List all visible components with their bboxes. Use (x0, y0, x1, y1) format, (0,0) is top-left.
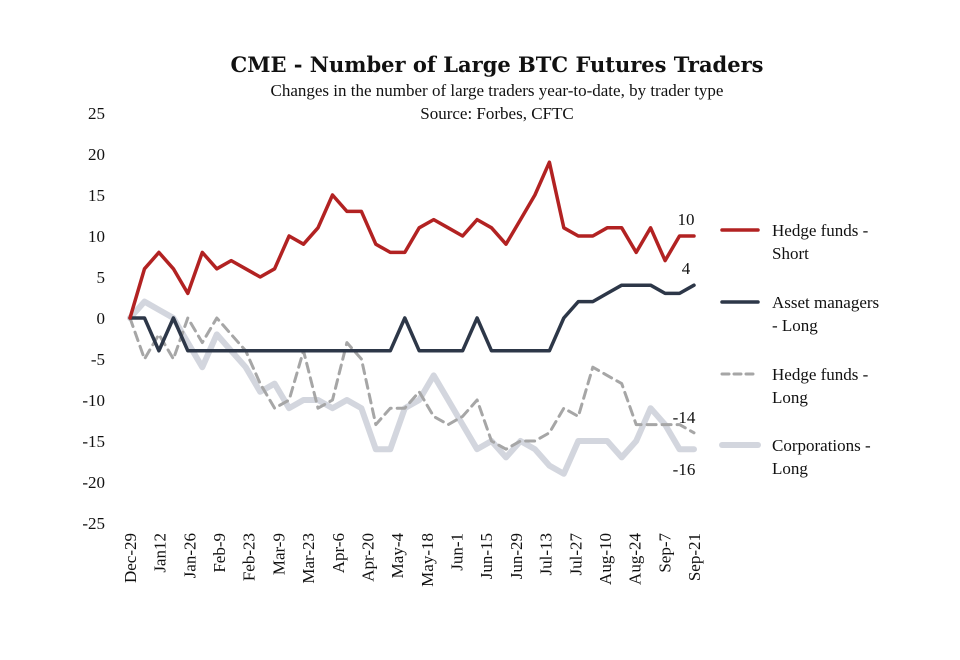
x-tick-label: Dec-29 (121, 533, 140, 583)
chart-source: Source: Forbes, CFTC (420, 104, 573, 123)
x-tick-label: Apr-6 (329, 533, 348, 573)
x-tick-label: Mar-23 (299, 533, 318, 584)
y-tick-label: 10 (88, 227, 105, 246)
x-tick-label: Mar-9 (269, 533, 288, 575)
x-tick-label: Sep-21 (685, 533, 704, 581)
series-line (128, 160, 696, 320)
y-tick-label: -15 (82, 432, 105, 451)
x-tick-label: Jun-15 (477, 533, 496, 579)
end-data-label: -14 (673, 408, 696, 427)
y-tick-label: -10 (82, 391, 105, 410)
x-tick-label: Aug-10 (596, 533, 615, 585)
x-tick-label: Jul-27 (566, 533, 585, 576)
x-axis: Dec-29 Jan12 Jan-26 Feb-9 Feb-23 Mar-9 Mar-23 A… (121, 533, 704, 587)
x-tick-label: Jan12 (151, 533, 170, 573)
plot-area: 10 4 -14 -16 (127, 160, 697, 479)
y-tick-label: -25 (82, 514, 105, 533)
x-tick-label: Aug-24 (626, 533, 645, 585)
y-tick-label: -20 (82, 473, 105, 492)
x-tick-label: Jul-13 (537, 533, 556, 576)
legend-label: Long (772, 459, 808, 478)
series-line (128, 316, 696, 451)
y-tick-label: -5 (91, 350, 105, 369)
x-tick-label: Jun-29 (507, 533, 526, 579)
x-tick-label: Jun-1 (448, 533, 467, 571)
series-line (127, 298, 697, 477)
x-tick-label: Feb-23 (240, 533, 259, 581)
end-data-label: 10 (678, 210, 695, 229)
legend-label: Short (772, 244, 809, 263)
legend-label: Hedge funds - (772, 221, 869, 240)
x-tick-label: May-4 (388, 533, 407, 579)
legend: Hedge funds - Short Asset managers - Long He… (719, 221, 879, 478)
y-tick-label: 0 (97, 309, 106, 328)
chart-subtitle: Changes in the number of large traders y… (271, 81, 724, 100)
x-tick-label: May-18 (418, 533, 437, 587)
series-line (128, 283, 696, 353)
y-axis: 25 20 15 10 5 0 -5 -10 -15 -20 -25 (82, 104, 105, 533)
legend-label: - Long (772, 316, 818, 335)
x-tick-label: Sep-7 (655, 533, 674, 573)
end-data-label: 4 (682, 259, 691, 278)
x-tick-label: Feb-9 (210, 533, 229, 573)
y-tick-label: 20 (88, 145, 105, 164)
x-tick-label: Apr-20 (358, 533, 377, 582)
chart-title: CME - Number of Large BTC Futures Trader… (231, 52, 764, 77)
legend-label: Asset managers (772, 293, 879, 312)
x-tick-label: Jan-26 (180, 533, 199, 578)
legend-label: Long (772, 388, 808, 407)
y-tick-label: 15 (88, 186, 105, 205)
y-tick-label: 5 (97, 268, 106, 287)
legend-label: Hedge funds - (772, 365, 869, 384)
end-data-label: -16 (673, 460, 696, 479)
y-tick-label: 25 (88, 104, 105, 123)
legend-label: Corporations - (772, 436, 871, 455)
